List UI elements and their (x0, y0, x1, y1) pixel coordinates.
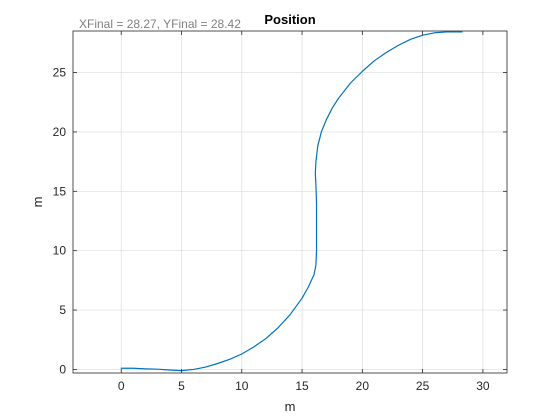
x-tick-label: 25 (416, 379, 430, 393)
y-tick-label: 5 (59, 303, 66, 317)
ticks: 0 5 10 15 20 25 30 0 5 10 15 20 25 (53, 31, 507, 393)
y-tick-label: 25 (53, 66, 67, 80)
y-tick-label: 20 (53, 125, 67, 139)
x-tick-label: 0 (118, 379, 125, 393)
y-axis-label: m (30, 197, 45, 208)
final-position-annotation: XFinal = 28.27, YFinal = 28.42 (79, 17, 241, 31)
axes (72, 30, 508, 374)
plot-area (73, 31, 507, 373)
series-layer (120, 31, 463, 372)
position-path-line (120, 31, 463, 372)
x-tick-label: 15 (295, 379, 309, 393)
x-tick-label: 20 (356, 379, 370, 393)
x-tick-label: 5 (178, 379, 185, 393)
axes-box (72, 30, 508, 374)
x-axis-label: m (285, 399, 296, 414)
x-tick-label: 10 (235, 379, 249, 393)
y-tick-label: 15 (53, 184, 67, 198)
y-tick-label: 10 (53, 244, 67, 258)
x-tick-label: 30 (476, 379, 490, 393)
chart-title: Position (264, 12, 315, 27)
y-tick-label: 0 (59, 362, 66, 376)
